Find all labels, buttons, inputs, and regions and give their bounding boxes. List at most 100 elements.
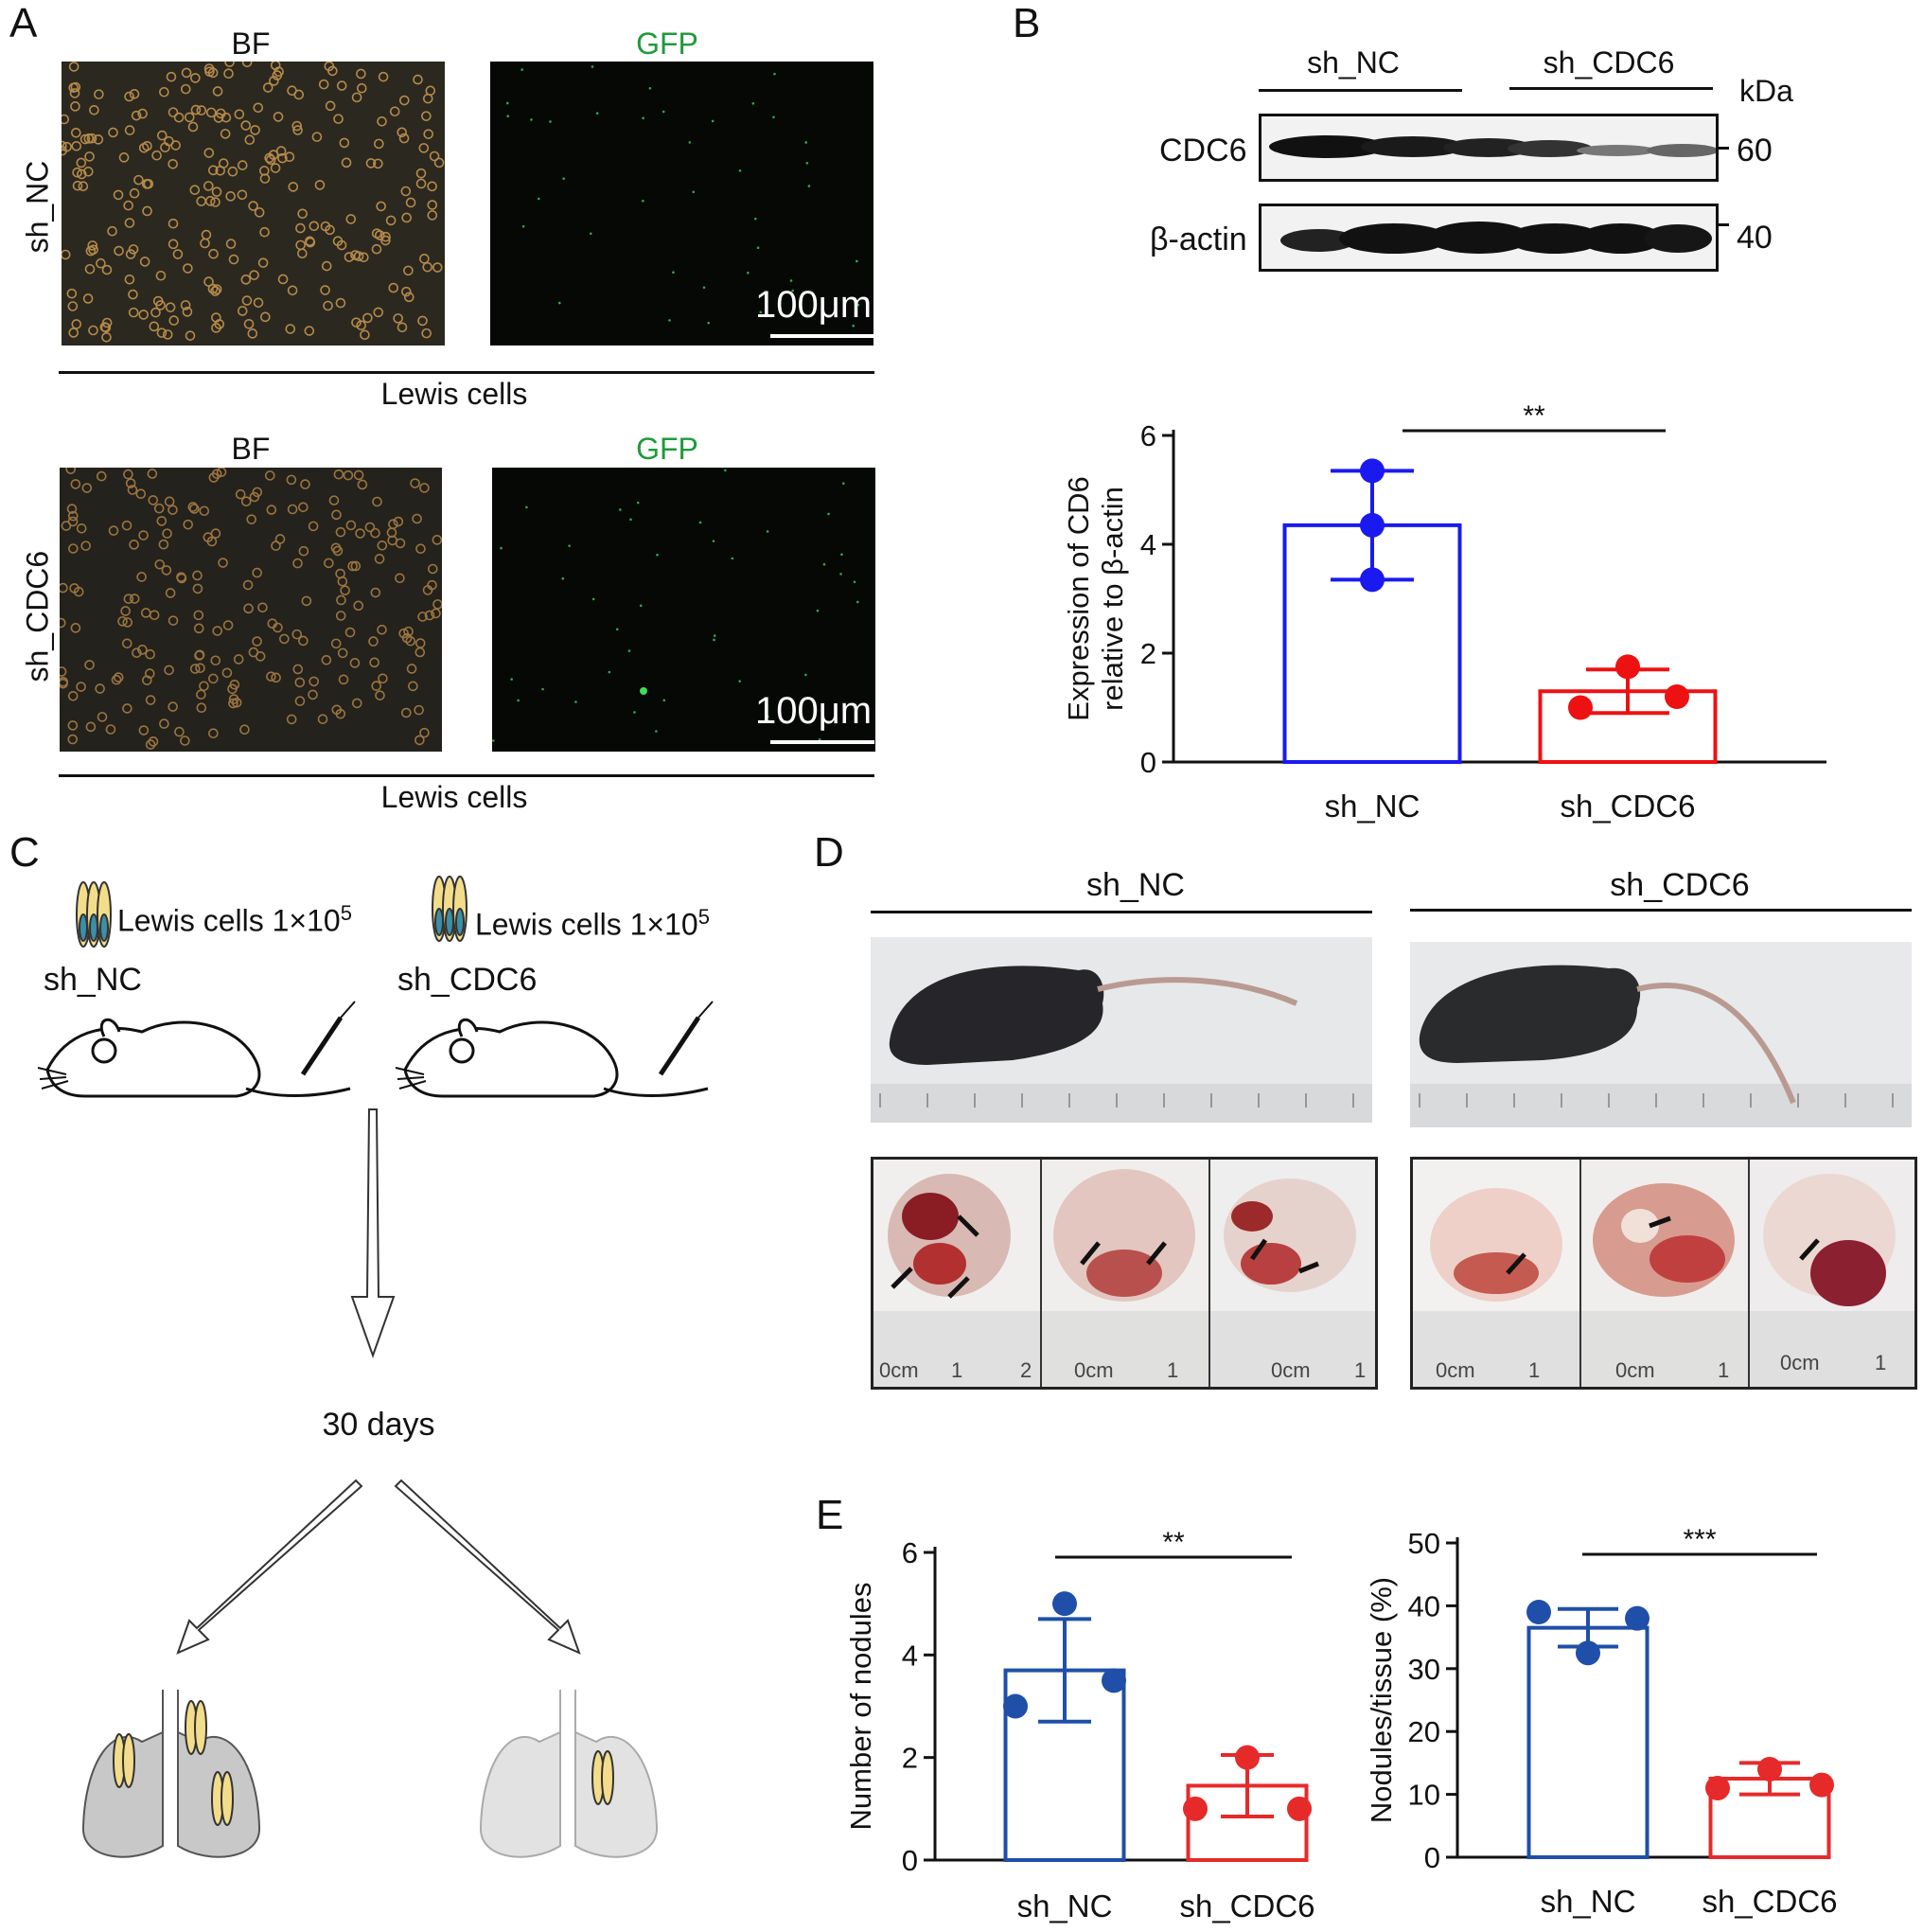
gfp-dot xyxy=(724,469,727,472)
gfp-dot xyxy=(530,118,533,121)
cell-dot xyxy=(111,674,122,685)
gfp-dot xyxy=(692,190,696,194)
cell-dot xyxy=(100,322,112,333)
cell-dot xyxy=(187,121,199,133)
cell-dot xyxy=(419,254,430,264)
cell-dot xyxy=(81,483,93,493)
cells-icon-nc xyxy=(76,881,112,948)
cell-dot xyxy=(101,264,113,275)
cell-dot xyxy=(241,295,253,306)
cell-dot xyxy=(83,133,95,144)
cell-dot xyxy=(172,249,184,259)
ruler-mark-12: 1 xyxy=(1875,1351,1887,1374)
cell-dot xyxy=(371,228,382,239)
cell-dot xyxy=(216,468,227,477)
y-tick-label: 4 xyxy=(902,1639,918,1672)
bf-image-sh-nc xyxy=(62,62,445,346)
cell-dot xyxy=(193,610,204,621)
cell-dot xyxy=(76,157,87,168)
cell-dot xyxy=(183,263,193,274)
cell-dot xyxy=(309,676,319,687)
cell-dot xyxy=(415,543,426,554)
gfp-dot xyxy=(672,271,675,274)
y-axis-label-2: relative to β-actin xyxy=(1096,487,1129,711)
cell-dot xyxy=(87,240,98,251)
cell-dot xyxy=(239,724,250,736)
cell-dot xyxy=(427,563,438,575)
cell-dot xyxy=(83,166,94,177)
cell-dot xyxy=(337,576,348,587)
ruler-mark-2: 2 xyxy=(1020,1358,1032,1382)
gfp-dot xyxy=(517,699,520,702)
y-tick-label: 6 xyxy=(902,1536,918,1569)
cell-dot xyxy=(253,297,264,309)
cell-dot xyxy=(332,236,344,246)
data-point xyxy=(1576,1640,1600,1666)
gfp-dot xyxy=(702,286,706,290)
cell-dot xyxy=(377,540,388,551)
cell-dot xyxy=(377,115,387,127)
cell-dot xyxy=(78,181,89,191)
cell-dot xyxy=(125,249,136,259)
gfp-dot xyxy=(856,259,858,263)
cell-dot xyxy=(378,673,388,684)
cell-dot xyxy=(196,196,206,206)
cell-dot xyxy=(405,197,416,208)
cell-dot xyxy=(189,185,201,195)
cell-dot xyxy=(395,573,405,584)
cell-dot xyxy=(259,226,270,238)
cell-dot xyxy=(257,257,269,268)
cell-dot xyxy=(401,286,412,297)
cell-dot xyxy=(165,588,176,598)
cell-dot xyxy=(125,478,136,488)
y-axis-label: Number of nodules xyxy=(844,1583,877,1831)
significance-stars: ** xyxy=(1523,400,1545,432)
cell-dot xyxy=(287,285,298,296)
cell-dot xyxy=(308,689,318,700)
cell-dot xyxy=(242,579,254,591)
cell-dot xyxy=(427,181,437,192)
cell-dot xyxy=(301,595,312,607)
cell-dot xyxy=(164,665,174,676)
cell-dot xyxy=(333,114,344,124)
cell-dot xyxy=(60,582,68,594)
cell-dot xyxy=(353,470,364,481)
gfp-dot xyxy=(822,562,826,566)
cell-dot xyxy=(413,74,423,85)
cell-dot xyxy=(211,284,222,294)
gfp-dot xyxy=(816,609,820,612)
cell-dot xyxy=(62,140,67,151)
cell-dot xyxy=(223,68,234,80)
cell-dot xyxy=(168,239,179,250)
cell-dot xyxy=(155,300,166,310)
cell-dot xyxy=(279,633,290,645)
scale-bar xyxy=(770,334,873,338)
cell-dot xyxy=(349,658,361,668)
cell-dot xyxy=(286,714,297,725)
cell-dot xyxy=(293,89,305,100)
gfp-dot xyxy=(525,505,528,509)
panel-label-c: C xyxy=(9,829,40,876)
cell-dot xyxy=(397,322,408,333)
cell-dot xyxy=(370,527,380,539)
cell-dot xyxy=(371,681,381,691)
gfp-dot xyxy=(510,678,513,681)
gfp-dot xyxy=(856,303,860,307)
gfp-dot xyxy=(642,116,644,120)
cell-dot xyxy=(252,636,262,647)
cell-dot xyxy=(432,262,443,273)
cell-dot xyxy=(227,683,238,695)
group-line-top xyxy=(59,371,874,374)
cell-dot xyxy=(68,543,79,554)
cell-dot xyxy=(356,320,366,331)
cell-dot xyxy=(292,125,303,135)
gfp-dot xyxy=(789,279,793,282)
blot-lane-sh-nc: sh_NC xyxy=(1307,45,1400,80)
blot-cdc6-bands xyxy=(1269,135,1719,158)
gfp-dot xyxy=(561,576,565,580)
cell-dot xyxy=(360,329,370,341)
cell-dot xyxy=(60,617,66,629)
gfp-dot xyxy=(636,501,640,505)
cell-dot xyxy=(68,328,79,338)
cell-dot xyxy=(272,70,283,80)
